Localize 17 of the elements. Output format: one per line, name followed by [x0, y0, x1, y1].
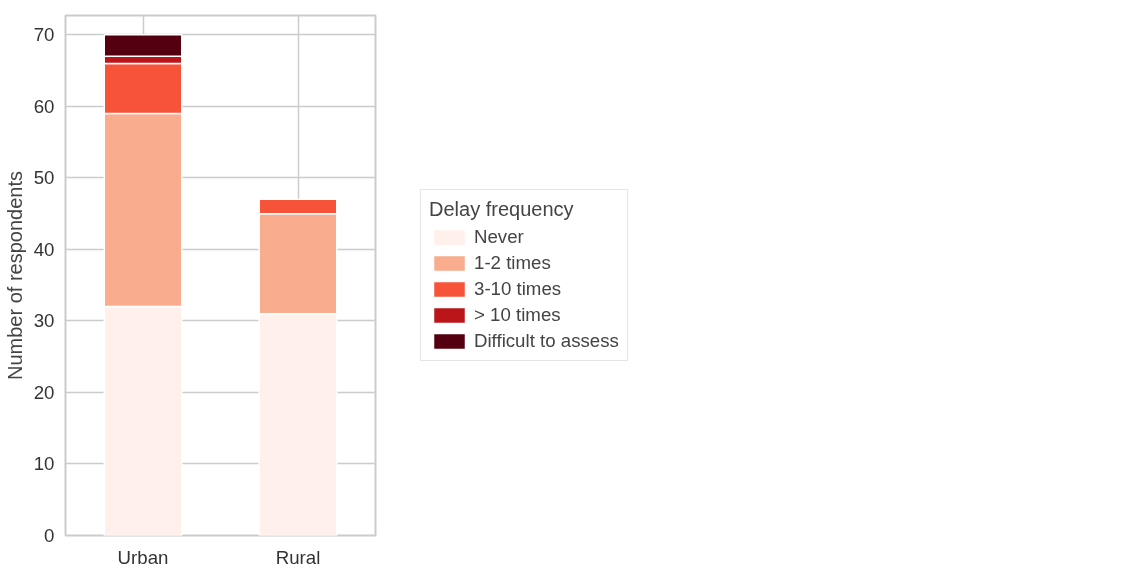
y-tick-label: 0	[44, 525, 55, 546]
y-tick-label: 60	[33, 95, 55, 117]
legend-label: 3-10 times	[474, 278, 562, 300]
legend-label: > 10 times	[474, 304, 561, 326]
x-tick-label: Urban	[117, 546, 169, 568]
y-tick-label: 70	[33, 24, 55, 46]
y-tick-label: 10	[33, 453, 55, 475]
y-axis-title: Number of respondents	[3, 170, 26, 380]
x-tick-label: Rural	[275, 546, 321, 568]
y-tick-label: 20	[33, 381, 55, 403]
legend-title: Delay frequency	[429, 198, 575, 221]
legend-label: Difficult to assess	[474, 330, 619, 352]
legend-label: Never	[474, 226, 524, 248]
y-tick-label: 40	[33, 238, 55, 260]
legend-label: 1-2 times	[474, 252, 551, 274]
y-tick-label: 50	[33, 167, 55, 189]
y-tick-label: 30	[33, 310, 55, 332]
